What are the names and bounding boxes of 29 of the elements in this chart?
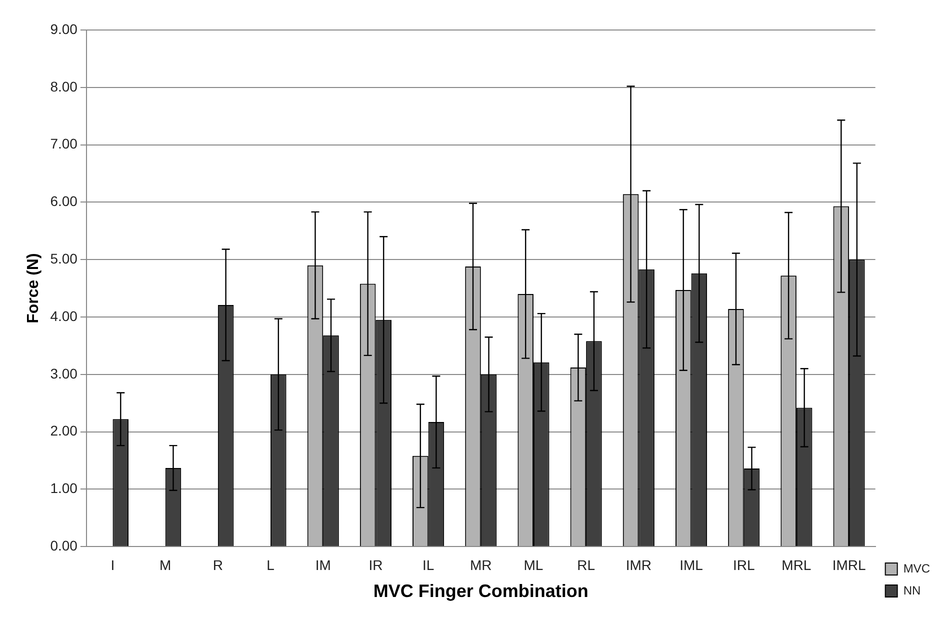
x-tick-label: IR — [368, 556, 383, 573]
x-tick-label: RL — [577, 556, 596, 573]
y-tick-label: 5.00 — [50, 250, 78, 266]
x-tick-label: IL — [422, 556, 434, 573]
x-tick-label: IML — [680, 556, 704, 573]
y-tick-label: 7.00 — [50, 136, 78, 152]
x-tick-label: IRL — [732, 556, 755, 573]
x-tick-label: MR — [470, 556, 492, 573]
x-tick-label: L — [266, 556, 275, 573]
y-tick-label: 6.00 — [50, 193, 78, 210]
y-tick-label: 9.00 — [50, 20, 78, 37]
y-tick-label: 1.00 — [50, 480, 78, 496]
y-tick-label: 2.00 — [50, 422, 78, 439]
y-tick-label: 8.00 — [50, 78, 78, 94]
y-axis-title: Force (N) — [25, 253, 42, 324]
x-tick-label: IMRL — [832, 556, 866, 573]
x-tick-label: IMR — [626, 556, 652, 573]
legend-label: MVC — [903, 561, 930, 576]
y-tick-label: 0.00 — [50, 537, 78, 554]
legend-label: NN — [903, 583, 921, 598]
x-tick-label: ML — [524, 556, 544, 573]
x-tick-label: M — [160, 556, 172, 573]
x-tick-label: IM — [315, 556, 331, 573]
y-tick-label: 3.00 — [50, 365, 78, 382]
x-tick-label: MRL — [782, 556, 812, 573]
x-tick-label: R — [212, 556, 223, 573]
x-axis-title: MVC Finger Combination — [373, 581, 588, 602]
y-tick-label: 4.00 — [50, 308, 78, 324]
x-tick-label: I — [110, 556, 115, 573]
